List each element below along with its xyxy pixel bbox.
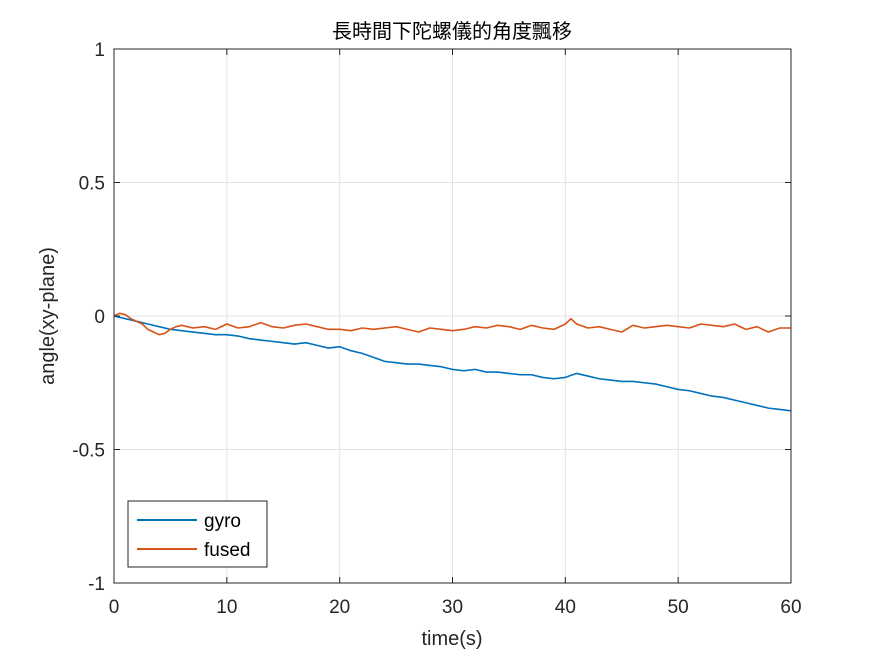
- legend-box: [127, 500, 268, 568]
- series-line-gyro: [113, 315, 792, 412]
- x-tick-label: 30: [442, 597, 463, 618]
- chart-title: 長時間下陀螺儀的角度飄移: [332, 19, 572, 43]
- y-tick-label: -1: [88, 574, 105, 595]
- tick-labels: 0 10 20 30 40 50 60 1 0.5 0 -0.5 -1: [72, 40, 801, 618]
- x-tick-label: 20: [329, 597, 350, 618]
- x-tick-label: 60: [780, 597, 801, 618]
- y-axis-label: angle(xy-plane): [37, 247, 59, 385]
- legend-label-fused: fused: [204, 540, 250, 561]
- y-tick-label: 1: [94, 40, 105, 61]
- legend: gyro fused: [127, 500, 268, 568]
- x-tick-label: 40: [555, 597, 576, 618]
- y-tick-label: 0.5: [79, 174, 105, 195]
- x-tick-label: 50: [668, 597, 689, 618]
- ticks: [113, 48, 792, 584]
- series-line-fused: [113, 312, 791, 336]
- y-tick-label: -0.5: [72, 441, 105, 462]
- x-tick-label: 0: [109, 597, 120, 618]
- series-lines: [113, 312, 792, 412]
- x-axis-label: time(s): [421, 628, 482, 650]
- x-tick-label: 10: [216, 597, 237, 618]
- y-tick-label: 0: [94, 307, 105, 328]
- legend-label-gyro: gyro: [204, 511, 241, 532]
